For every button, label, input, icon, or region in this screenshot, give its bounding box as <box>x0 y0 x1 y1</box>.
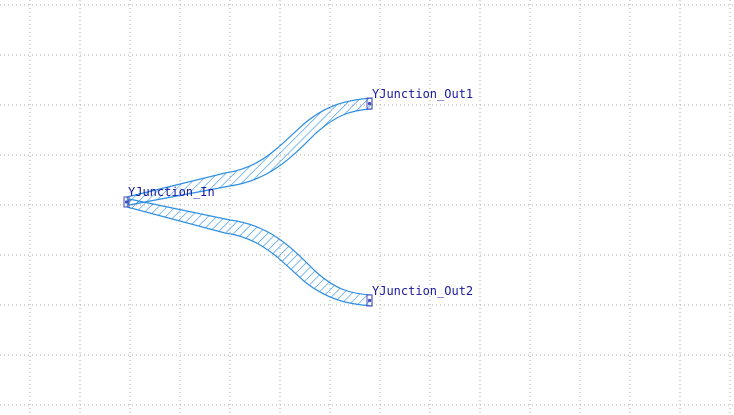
port-marker-out2[interactable] <box>366 294 373 307</box>
port-label-input: YJunction_In <box>128 185 215 199</box>
port-label-output1: YJunction_Out1 <box>372 87 473 101</box>
port-marker-out1[interactable] <box>366 97 373 110</box>
port-label-output2: YJunction_Out2 <box>372 284 473 298</box>
port-marker-in[interactable] <box>123 196 130 208</box>
waveguide-branch-lower[interactable] <box>126 198 373 307</box>
